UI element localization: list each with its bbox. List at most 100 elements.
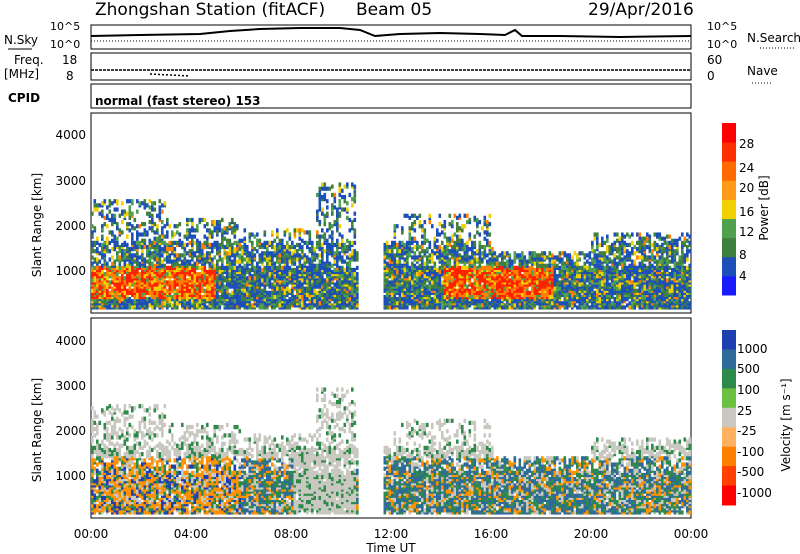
power-cell <box>581 288 584 293</box>
power-cell <box>166 265 169 270</box>
power-cell <box>481 257 484 262</box>
power-cell <box>126 247 129 252</box>
power-cell <box>243 276 247 281</box>
power-cell <box>316 234 319 239</box>
power-cell <box>131 236 134 241</box>
power-cell <box>356 272 359 277</box>
power-cell <box>558 251 562 256</box>
power-cell <box>208 234 212 239</box>
power-cell <box>393 240 397 245</box>
power-cell <box>133 240 137 245</box>
power-cell <box>273 261 277 266</box>
power-cell <box>311 259 314 264</box>
power-cell <box>323 236 327 241</box>
power-cell <box>108 265 112 270</box>
power-cell <box>411 261 414 266</box>
power-cell <box>336 226 339 231</box>
power-cell <box>93 226 97 231</box>
power-cell <box>308 257 312 262</box>
power-cell <box>96 207 99 212</box>
power-cell <box>261 274 264 279</box>
power-cell <box>136 234 139 239</box>
power-cell <box>433 294 437 300</box>
nsearch-label: N.Search <box>747 31 800 45</box>
power-cell <box>101 242 104 248</box>
power-cell <box>493 257 497 262</box>
power-cell <box>218 294 222 300</box>
power-cell <box>138 255 142 260</box>
power-cell <box>173 284 177 289</box>
power-cell <box>141 272 144 277</box>
power-cell <box>143 244 147 250</box>
power-cell <box>238 247 242 252</box>
power-cell <box>251 259 254 264</box>
power-cell <box>283 288 287 293</box>
power-cell <box>476 290 479 295</box>
power-cell <box>578 282 582 287</box>
power-cell <box>306 255 309 260</box>
power-cell <box>451 234 454 239</box>
power-cell <box>318 263 322 268</box>
power-cell <box>456 226 459 231</box>
power-cell <box>308 286 312 291</box>
power-cell <box>478 232 482 237</box>
power-cell <box>483 230 487 235</box>
power-cell <box>591 276 594 281</box>
power-cell <box>136 244 139 250</box>
power-cell <box>116 294 119 300</box>
power-cell <box>413 219 417 225</box>
power-cell <box>556 286 559 291</box>
power-cell <box>268 261 272 266</box>
power-cell <box>191 234 194 239</box>
power-cell <box>426 290 429 295</box>
power-cell <box>181 244 184 250</box>
power-cell <box>121 265 124 270</box>
power-cell <box>593 249 597 254</box>
nave-tick-top: 60 <box>707 53 722 67</box>
power-cell <box>146 297 149 302</box>
power-cell <box>146 265 149 270</box>
power-panel: Slant Range [km] 1000 2000 3000 4000 28 … <box>30 112 771 314</box>
power-cell <box>243 257 247 262</box>
power-cell <box>308 247 312 252</box>
power-cell <box>326 238 329 243</box>
power-cell <box>253 247 257 252</box>
power-cell <box>196 242 199 248</box>
power-cell <box>386 240 389 245</box>
power-cell <box>266 247 269 252</box>
power-cell <box>483 299 487 304</box>
power-cell <box>268 272 272 277</box>
power-cell <box>186 251 189 256</box>
power-cell <box>138 272 142 277</box>
power-cell <box>536 253 539 258</box>
power-cell <box>113 301 117 306</box>
power-cell <box>126 211 129 216</box>
power-cell <box>268 265 272 270</box>
power-cell <box>451 282 454 287</box>
power-cell <box>336 255 339 260</box>
power-cell <box>146 211 149 216</box>
power-cell <box>393 224 397 229</box>
power-cell <box>408 240 412 245</box>
power-cell <box>143 257 147 262</box>
power-cell <box>386 249 389 254</box>
power-cell <box>356 286 359 291</box>
power-cell <box>343 259 347 264</box>
power-cell <box>451 244 454 250</box>
power-cell <box>461 284 464 289</box>
power-cell <box>308 240 312 245</box>
power-cell <box>488 301 492 306</box>
power-cell <box>186 228 189 233</box>
power-cell <box>303 299 307 304</box>
power-cell <box>558 280 562 285</box>
power-cell <box>296 265 299 270</box>
power-cell <box>556 263 559 268</box>
nsky-tick-top: 10^5 <box>50 20 80 33</box>
power-cell <box>333 282 337 287</box>
power-cell <box>141 301 144 306</box>
power-cell <box>418 213 422 218</box>
power-cell <box>228 222 232 227</box>
power-cell <box>401 251 404 256</box>
cpid-value: normal (fast stereo) 153 <box>95 94 261 108</box>
power-cell <box>236 265 239 270</box>
